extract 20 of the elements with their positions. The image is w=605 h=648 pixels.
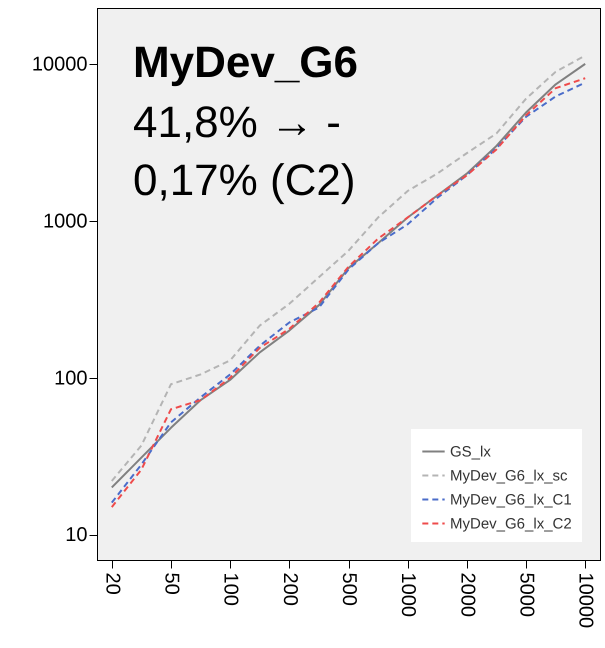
x-tick-label: 1000 [397, 572, 420, 617]
x-tick-label: 2000 [456, 572, 478, 617]
x-tick-label: 50 [160, 572, 182, 595]
text: MyDev_G6 [133, 38, 358, 87]
x-tick-label: 200 [278, 572, 301, 606]
annotation: 0,17% (C2) [133, 156, 356, 205]
legend-label: MyDev_G6_lx_sc [450, 468, 568, 484]
x-tick-label: 20 [101, 572, 124, 595]
x-tick-label: 5000 [516, 572, 538, 617]
x-tick-label: 500 [338, 572, 360, 606]
legend-label: MyDev_G6_lx_C1 [450, 492, 572, 508]
x-tick-label: 100 [220, 572, 242, 606]
y-tick-label: 10000 [32, 53, 88, 76]
x-tick-label: 10000 [574, 572, 597, 628]
y-tick-label: 10 [65, 524, 88, 546]
legend-label: GS_lx [450, 444, 492, 460]
legend-label: MyDev_G6_lx_C2 [450, 516, 572, 532]
annotation: 41,8% → - [133, 98, 341, 147]
y-tick-label: 1000 [43, 210, 88, 232]
y-tick-label: 100 [54, 367, 88, 390]
